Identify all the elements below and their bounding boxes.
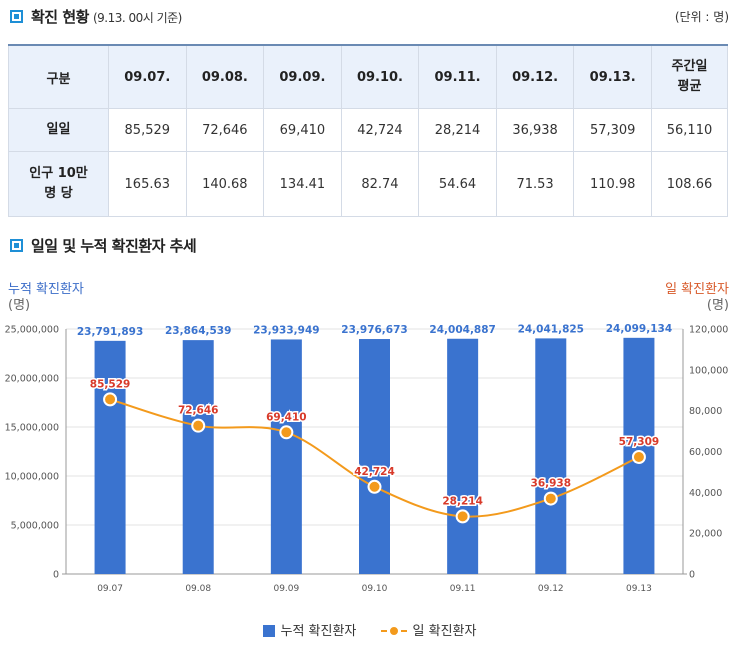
bar-cumulative bbox=[94, 340, 126, 574]
daily-value-label: 57,309 bbox=[619, 436, 660, 448]
left-tick-label: 10,000,000 bbox=[5, 472, 59, 483]
left-axis-name: 누적 확진환자 bbox=[8, 282, 84, 297]
status-section-title: 확진 현황 (9.13. 00시 기준) bbox=[31, 6, 182, 27]
daily-value-label: 85,529 bbox=[90, 378, 131, 390]
bar-value-label: 23,976,673 bbox=[341, 324, 407, 336]
right-tick-label: 120,000 bbox=[689, 325, 728, 336]
table-cell: 165.63 bbox=[108, 151, 187, 217]
daily-point bbox=[103, 392, 118, 407]
row-label: 일일 bbox=[8, 108, 109, 152]
daily-value-label: 42,724 bbox=[354, 466, 395, 478]
x-tick-label: 09.13 bbox=[626, 584, 652, 594]
table-cell: 108.66 bbox=[651, 151, 728, 217]
left-tick-label: 0 bbox=[53, 570, 59, 581]
table-row: 인구 10만 명 당 165.63 140.68 134.41 82.74 54… bbox=[8, 151, 728, 217]
right-axis-unit: (명) bbox=[706, 298, 729, 313]
bar-cumulative bbox=[270, 339, 302, 574]
right-axis-name: 일 확진환자 bbox=[665, 282, 729, 297]
daily-value-label: 69,410 bbox=[266, 411, 307, 423]
table-cell: 36,938 bbox=[495, 108, 575, 152]
table-cell: 140.68 bbox=[185, 151, 265, 217]
daily-value-label: 36,938 bbox=[531, 478, 572, 490]
header-cell: 09.07. bbox=[108, 44, 187, 109]
table-cell: 28,214 bbox=[418, 108, 497, 152]
right-tick-label: 20,000 bbox=[689, 529, 722, 540]
x-tick-label: 09.09 bbox=[273, 584, 299, 594]
header-cell: 09.11. bbox=[418, 44, 497, 109]
table-cell: 56,110 bbox=[651, 108, 728, 152]
header-cell: 09.13. bbox=[573, 44, 652, 109]
section-marker-icon bbox=[10, 10, 23, 23]
bar-cumulative bbox=[535, 338, 567, 574]
header-cell: 09.09. bbox=[263, 44, 342, 109]
right-tick-label: 80,000 bbox=[689, 406, 722, 417]
left-tick-label: 25,000,000 bbox=[5, 325, 59, 336]
section-marker-icon bbox=[10, 239, 23, 252]
status-table: 구분 09.07. 09.08. 09.09. 09.10. 09.11. 09… bbox=[8, 44, 728, 217]
table-cell: 57,309 bbox=[573, 108, 652, 152]
table-cell: 69,410 bbox=[263, 108, 342, 152]
legend-line-label: 일 확진환자 bbox=[412, 624, 477, 639]
bar-value-label: 23,791,893 bbox=[77, 326, 143, 338]
legend-line-swatch bbox=[380, 625, 407, 637]
left-tick-label: 5,000,000 bbox=[11, 521, 59, 532]
row-label: 인구 10만 명 당 bbox=[8, 151, 109, 217]
header-cell: 09.12. bbox=[495, 44, 575, 109]
bar-cumulative bbox=[447, 338, 479, 574]
daily-point bbox=[191, 418, 206, 433]
right-tick-label: 60,000 bbox=[689, 447, 722, 458]
bar-value-label: 23,933,949 bbox=[253, 324, 319, 336]
bar-value-label: 24,004,887 bbox=[429, 324, 495, 336]
table-cell: 134.41 bbox=[263, 151, 342, 217]
trend-title: 일일 및 누적 확진환자 추세 bbox=[31, 237, 197, 255]
legend-item-cumulative[interactable]: 누적 확진환자 bbox=[262, 620, 357, 639]
bar-value-label: 23,864,539 bbox=[165, 325, 231, 337]
bar-cumulative bbox=[359, 339, 390, 574]
table-cell: 54.64 bbox=[418, 151, 497, 217]
left-tick-label: 20,000,000 bbox=[5, 374, 59, 385]
x-tick-label: 09.11 bbox=[450, 584, 476, 594]
daily-point bbox=[279, 425, 294, 440]
right-tick-label: 40,000 bbox=[689, 488, 722, 499]
daily-point bbox=[631, 449, 646, 464]
table-cell: 71.53 bbox=[495, 151, 575, 217]
x-tick-label: 09.10 bbox=[362, 584, 388, 594]
left-axis-unit: (명) bbox=[8, 298, 31, 313]
left-axis-title: 누적 확진환자 (명) bbox=[8, 282, 84, 314]
daily-value-label: 72,646 bbox=[178, 405, 219, 417]
bar-cumulative bbox=[182, 340, 214, 574]
daily-value-label: 28,214 bbox=[442, 495, 483, 507]
status-subtitle: (9.13. 00시 기준) bbox=[92, 11, 182, 25]
left-tick-label: 15,000,000 bbox=[5, 423, 59, 434]
daily-point bbox=[543, 491, 558, 506]
bar-value-label: 24,099,134 bbox=[606, 323, 672, 335]
bar-value-label: 24,041,825 bbox=[518, 323, 584, 335]
x-tick-label: 09.12 bbox=[538, 584, 564, 594]
header-cell: 09.10. bbox=[340, 44, 420, 109]
status-title: 확진 현황 bbox=[31, 8, 89, 26]
right-tick-label: 0 bbox=[689, 570, 695, 581]
daily-point bbox=[367, 479, 382, 494]
legend-bar-label: 누적 확진환자 bbox=[280, 624, 357, 639]
legend-bar-swatch bbox=[262, 625, 275, 637]
unit-label: (단위 : 명) bbox=[674, 10, 729, 24]
chart-legend: 누적 확진환자 일 확진환자 bbox=[0, 620, 739, 639]
header-cell: 주간일 평균 bbox=[651, 44, 728, 109]
x-tick-label: 09.08 bbox=[185, 584, 211, 594]
x-tick-label: 09.07 bbox=[97, 584, 123, 594]
legend-item-daily[interactable]: 일 확진환자 bbox=[380, 620, 477, 639]
table-cell: 82.74 bbox=[340, 151, 420, 217]
table-cell: 72,646 bbox=[185, 108, 265, 152]
right-axis-title: 일 확진환자 (명) bbox=[665, 282, 729, 314]
table-cell: 110.98 bbox=[573, 151, 652, 217]
table-cell: 85,529 bbox=[108, 108, 187, 152]
right-tick-label: 100,000 bbox=[689, 365, 728, 376]
daily-point bbox=[455, 509, 470, 524]
